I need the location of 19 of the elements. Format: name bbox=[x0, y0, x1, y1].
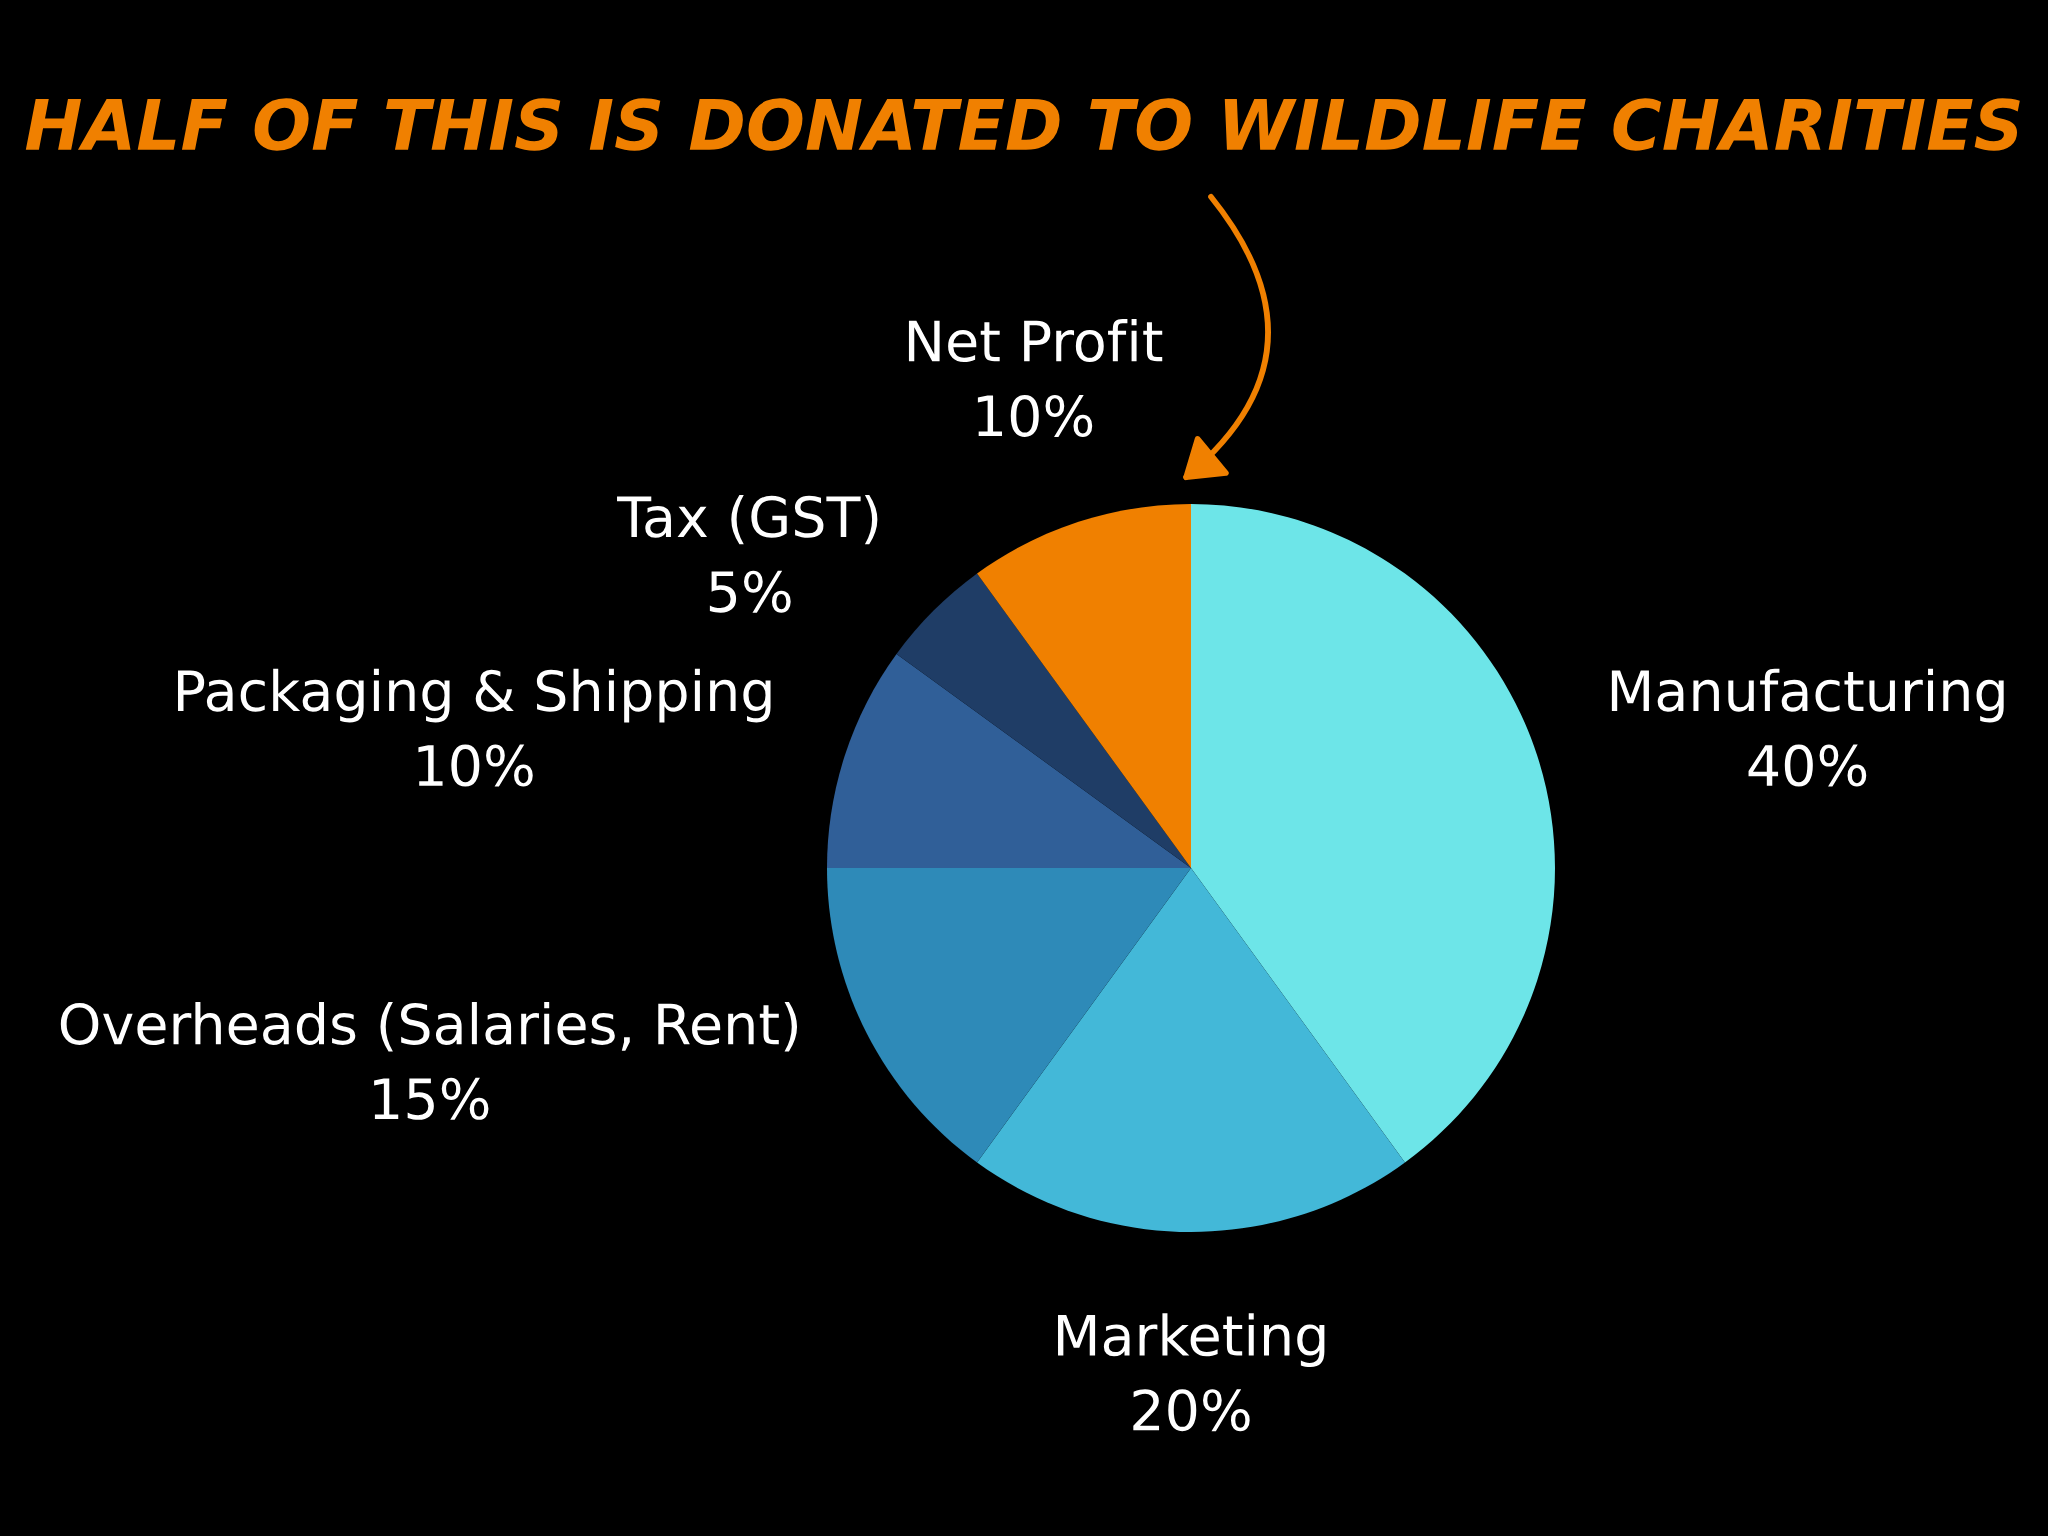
slice-label: Marketing bbox=[1058, 1313, 1325, 1368]
data-label: 20% bbox=[1133, 1389, 1250, 1432]
chart-title: HALF OF THIS IS DONATED TO WILDLIFE CHARITIES bbox=[25, 98, 2020, 151]
pie-slice bbox=[1191, 504, 1555, 1163]
data-label: 15% bbox=[374, 1077, 489, 1120]
data-label: 10% bbox=[418, 744, 533, 787]
pie-slice bbox=[977, 504, 1191, 868]
pie-slice bbox=[827, 868, 1191, 1163]
pie-slice bbox=[827, 654, 1191, 868]
pie-slice bbox=[896, 573, 1191, 868]
slice-label: Net Profit bbox=[908, 319, 1163, 363]
slice-label: Packaging & Shipping bbox=[178, 668, 771, 723]
pie-slice bbox=[977, 868, 1405, 1232]
data-label: 5% bbox=[709, 570, 791, 613]
data-label: 10% bbox=[977, 394, 1093, 437]
slice-label: Overheads (Salaries, Rent) bbox=[60, 1001, 798, 1052]
data-label: 40% bbox=[1748, 744, 1867, 787]
slice-label: Manufacturing bbox=[1611, 668, 2004, 723]
slice-label: Tax (GST) bbox=[617, 494, 878, 545]
